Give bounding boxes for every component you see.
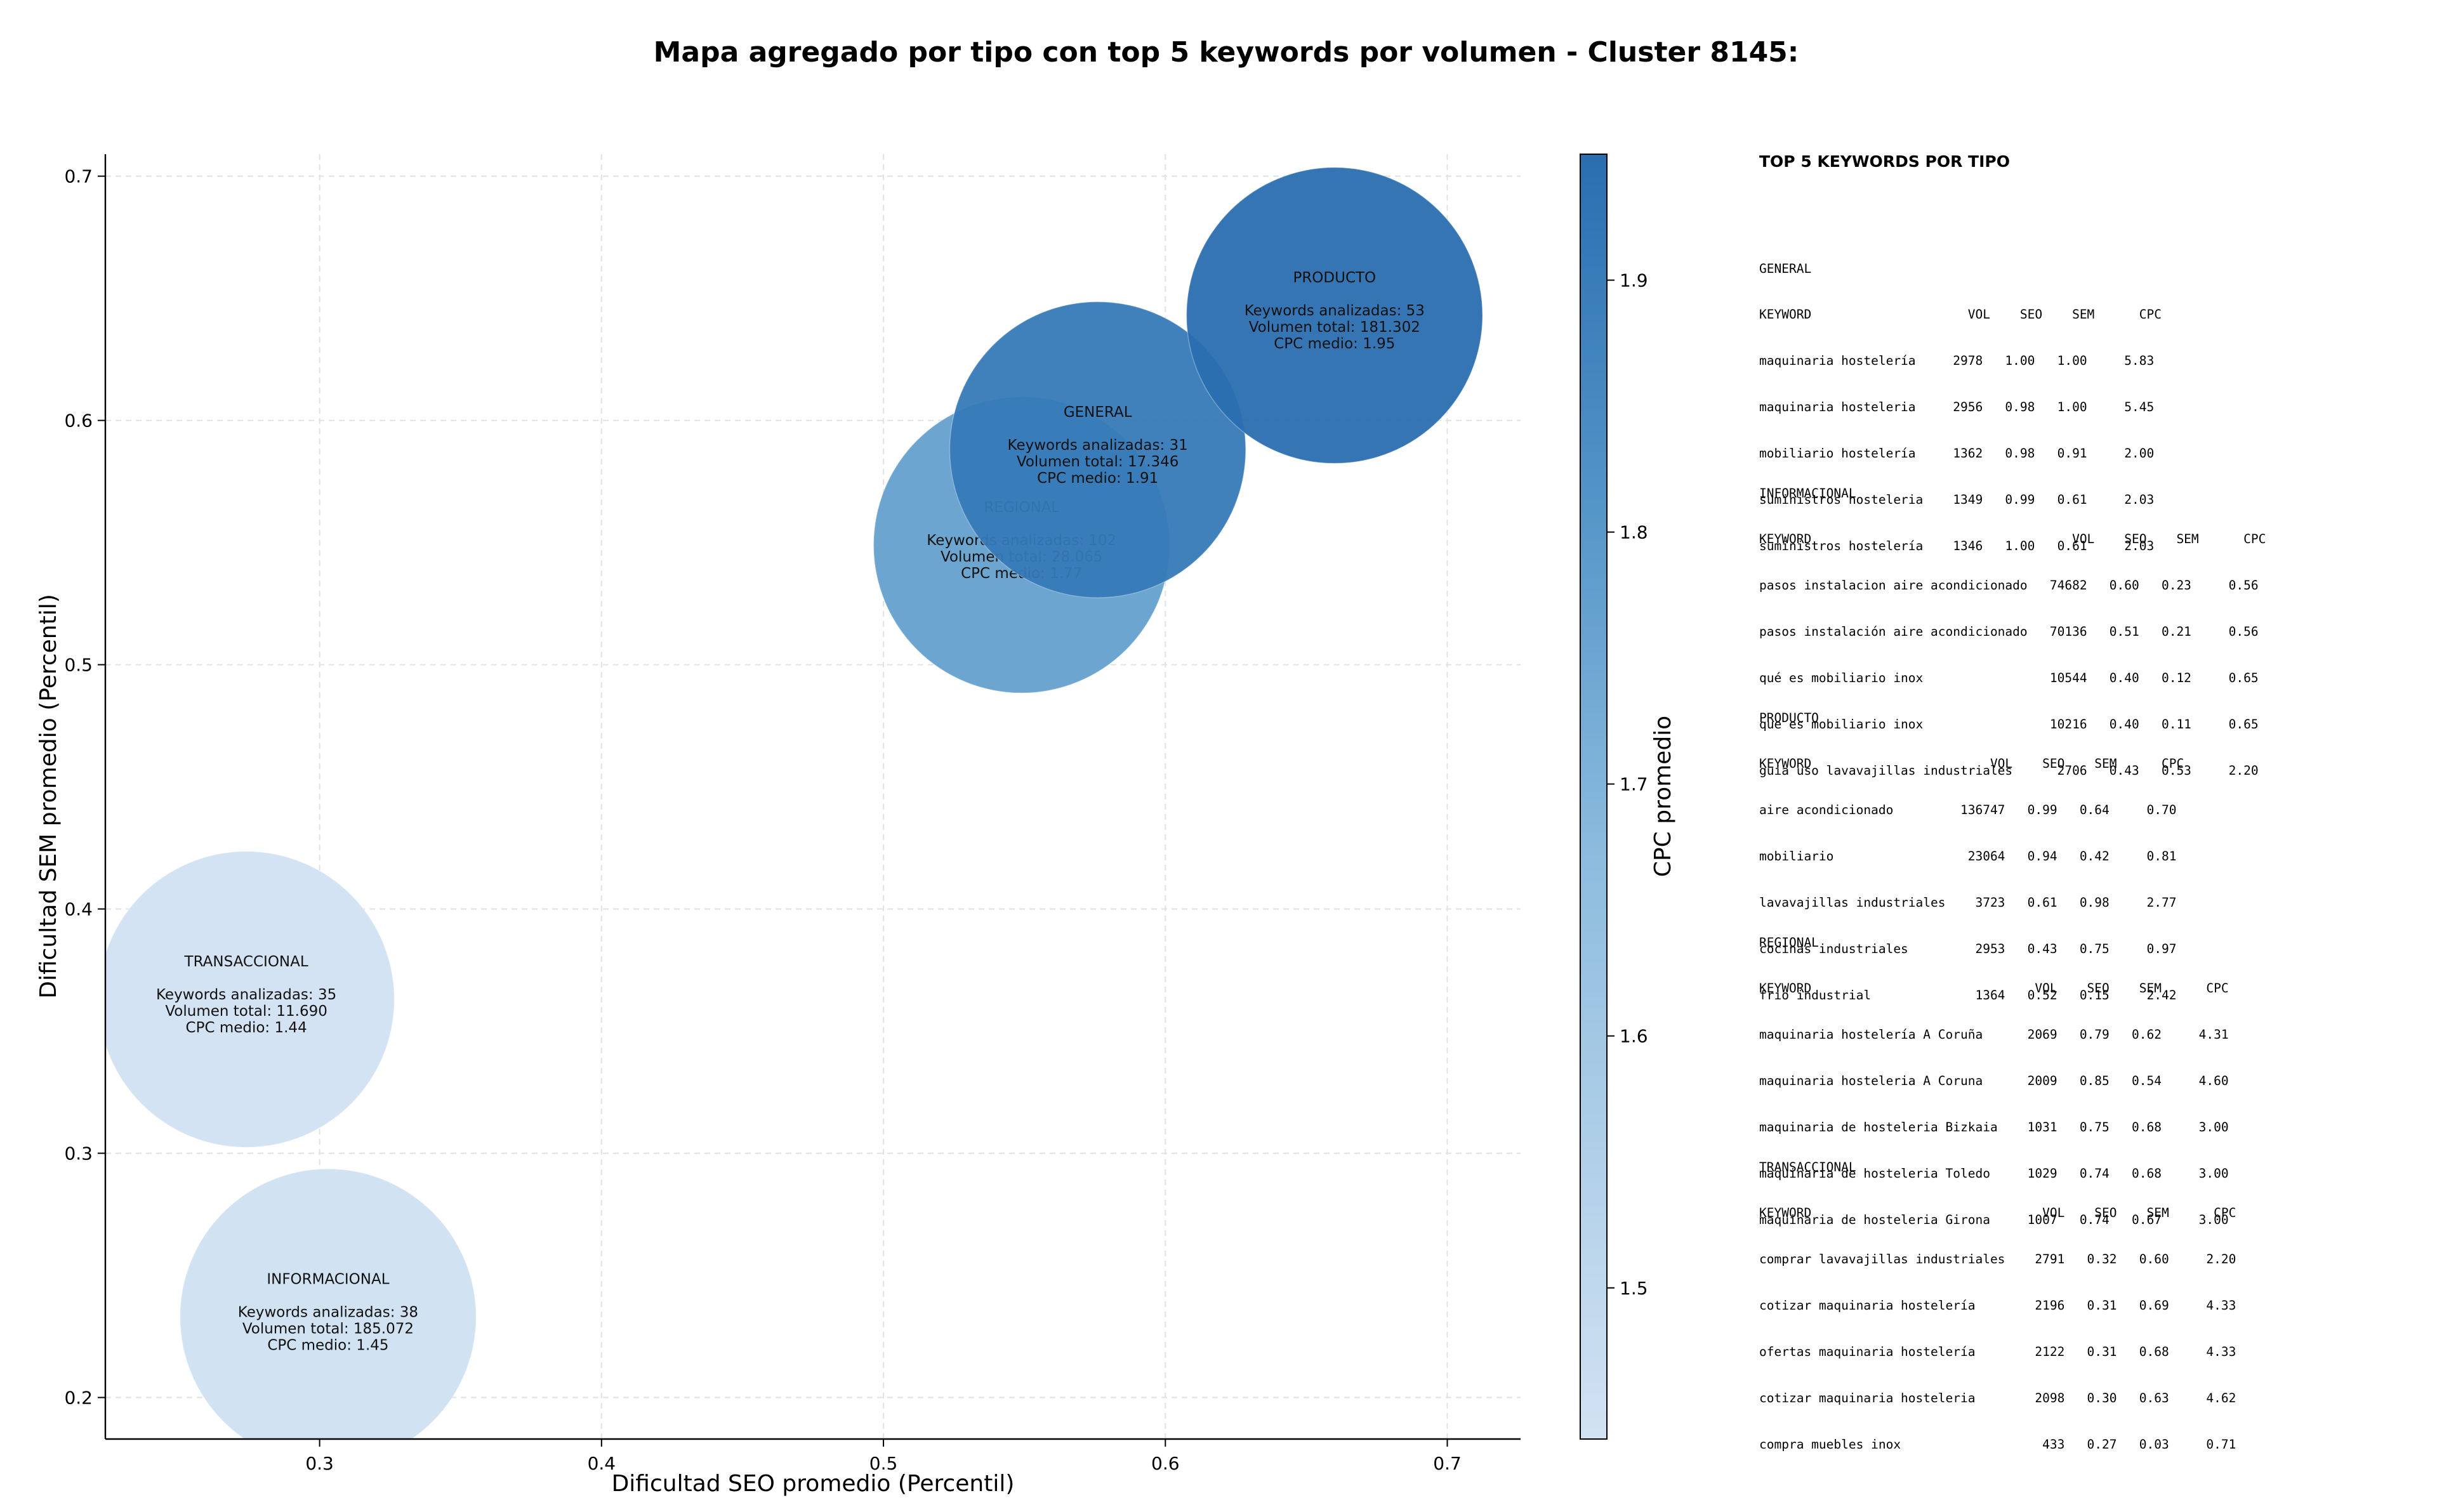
colorbar-tick-label: 1.9 <box>1620 270 1648 291</box>
bubble-label: Volumen total: 181.302 <box>1249 319 1420 336</box>
keyword-row: maquinaria hostelería 2978 1.00 1.00 5.8… <box>1759 353 2155 369</box>
bubble-label: Volumen total: 185.072 <box>242 1321 414 1338</box>
keyword-table-informacional: INFORMACIONAL KEYWORD VOL SEO SEM CPC pa… <box>1759 455 2266 810</box>
bubble-label: CPC medio: 1.95 <box>1274 336 1395 352</box>
keyword-row: cocinas industriales 2953 0.43 0.75 0.97 <box>1759 942 2177 957</box>
panel-title: TOP 5 KEYWORDS POR TIPO <box>1759 152 2010 171</box>
bubble-label: Keywords analizadas: 53 <box>1245 303 1425 319</box>
keyword-table-regional: REGIONAL KEYWORD VOL SEO SEM CPC maquina… <box>1759 904 2229 1259</box>
y-tick-label: 0.3 <box>64 1143 93 1164</box>
ticks: 0.3 0.4 0.5 0.6 0.7 0.2 0.3 0.4 0.5 0.6 0.7 <box>64 166 1461 1474</box>
keyword-row: pasos instalacion aire acondicionado 746… <box>1759 578 2259 593</box>
y-tick-label: 0.2 <box>64 1388 93 1409</box>
keyword-row: GENERAL <box>1759 261 1812 276</box>
keyword-row: aire acondicionado 136747 0.99 0.64 0.70 <box>1759 803 2177 818</box>
bubble-label: Volumen total: 11.690 <box>165 1003 327 1020</box>
keyword-row: mobiliario 23064 0.94 0.42 0.81 <box>1759 849 2177 864</box>
bubble-label: Keywords analizadas: 38 <box>238 1305 418 1321</box>
bubble-label: CPC medio: 1.45 <box>267 1338 388 1354</box>
keyword-row: pasos instalación aire acondicionado 701… <box>1759 624 2259 640</box>
colorbar-tick-label: 1.7 <box>1620 774 1648 795</box>
keyword-row: qué es mobiliario inox 10544 0.40 0.12 0… <box>1759 671 2259 686</box>
keyword-row: maquinaria hosteleria A Coruna 2009 0.85… <box>1759 1074 2229 1089</box>
bubble-general <box>949 301 1246 598</box>
keyword-row: REGIONAL <box>1759 935 1819 950</box>
bubble-label: CPC medio: 1.44 <box>186 1020 307 1036</box>
bubble-label: INFORMACIONAL <box>267 1272 389 1288</box>
keyword-row: comprar lavavajillas industriales 2791 0… <box>1759 1252 2236 1267</box>
keyword-row: KEYWORD VOL SEO SEM CPC <box>1759 981 2229 996</box>
keyword-row: KEYWORD VOL SEO SEM CPC <box>1759 532 2266 547</box>
y-tick-label: 0.6 <box>64 411 93 431</box>
keyword-row: KEYWORD VOL SEO SEM CPC <box>1759 756 2184 772</box>
keyword-row: PRODUCTO <box>1759 710 1819 725</box>
y-tick-label: 0.4 <box>64 899 93 920</box>
bubble-label: TRANSACCIONAL <box>184 954 308 970</box>
x-tick-label: 0.7 <box>1433 1453 1462 1474</box>
keyword-row: frio industrial 1364 0.52 0.15 2.42 <box>1759 987 2177 1003</box>
bubble-label: Keywords analizadas: 31 <box>1008 437 1188 454</box>
keyword-row: TRANSACCIONAL <box>1759 1159 1856 1174</box>
keyword-row: KEYWORD VOL SEO SEM CPC <box>1759 307 2162 322</box>
bubble-label: GENERAL <box>1064 404 1132 421</box>
top-keywords-panel: TOP 5 KEYWORDS POR TIPO GENERAL KEYWORD … <box>1759 0 2432 1512</box>
colorbar-tick-label: 1.5 <box>1620 1278 1648 1299</box>
x-tick-label: 0.4 <box>588 1453 616 1474</box>
keyword-table-producto: PRODUCTO KEYWORD VOL SEO SEM CPC aire ac… <box>1759 680 2184 1034</box>
keyword-row: KEYWORD VOL SEO SEM CPC <box>1759 1206 2236 1221</box>
y-tick-label: 0.7 <box>64 166 93 187</box>
colorbar-tick-label: 1.8 <box>1620 522 1648 543</box>
keyword-row: INFORMACIONAL <box>1759 485 1856 501</box>
bubble-label: PRODUCTO <box>1293 270 1376 286</box>
bubble-transaccional <box>105 851 395 1148</box>
bubble-label: CPC medio: 1.91 <box>1037 470 1158 487</box>
keyword-row: cotizar maquinaria hostelería 2196 0.31 … <box>1759 1298 2236 1313</box>
keyword-row: maquinaria de hosteleria Girona 1007 0.7… <box>1759 1212 2229 1227</box>
keyword-row: ofertas maquinaria hostelería 2122 0.31 … <box>1759 1344 2236 1360</box>
y-tick-label: 0.5 <box>64 655 93 676</box>
keyword-row: que es mobiliario inox 10216 0.40 0.11 0… <box>1759 717 2259 732</box>
x-axis-label: Dificultad SEO promedio (Percentil) <box>612 1471 1015 1497</box>
keyword-row: compra muebles inox 433 0.27 0.03 0.71 <box>1759 1436 2236 1452</box>
colorbar: 1.5 1.6 1.7 1.8 1.9 CPC promedio <box>1580 154 1676 1440</box>
colorbar-gradient <box>1580 154 1608 1440</box>
bubble-producto <box>1185 167 1483 464</box>
x-tick-label: 0.3 <box>305 1453 334 1474</box>
bubble-label: Keywords analizadas: 35 <box>156 987 336 1003</box>
chart-title: Mapa agregado por tipo con top 5 keyword… <box>654 36 1799 69</box>
keyword-table-general: GENERAL KEYWORD VOL SEO SEM CPC maquinar… <box>1759 230 2162 585</box>
keyword-table-transaccional: TRANSACCIONAL KEYWORD VOL SEO SEM CPC co… <box>1759 1129 2236 1483</box>
keyword-row: maquinaria de hosteleria Toledo 1029 0.7… <box>1759 1166 2229 1181</box>
keyword-row: suministros hostelería 1346 1.00 0.61 2.… <box>1759 538 2155 553</box>
keyword-row: cotizar maquinaria hosteleria 2098 0.30 … <box>1759 1391 2236 1406</box>
bubble-label: Volumen total: 17.346 <box>1017 454 1179 470</box>
keyword-row: suministros hosteleria 1349 0.99 0.61 2.… <box>1759 492 2155 508</box>
x-tick-label: 0.6 <box>1151 1453 1180 1474</box>
colorbar-tick-label: 1.6 <box>1620 1026 1648 1047</box>
keyword-row: maquinaria de hosteleria Bizkaia 1031 0.… <box>1759 1120 2229 1135</box>
keyword-row: maquinaria hosteleria 2956 0.98 1.00 5.4… <box>1759 400 2155 415</box>
y-axis-label: Dificultad SEM promedio (Percentil) <box>36 594 62 999</box>
keyword-row: maquinaria hostelería A Coruña 2069 0.79… <box>1759 1027 2229 1042</box>
x-tick-label: 0.5 <box>869 1453 898 1474</box>
axes <box>104 154 1521 1440</box>
bubble-informacional <box>180 1168 477 1439</box>
keyword-row: guia uso lavavajillas industriales 2706 … <box>1759 763 2259 778</box>
keyword-row: lavavajillas industriales 3723 0.61 0.98… <box>1759 895 2177 910</box>
colorbar-label: CPC promedio <box>1650 716 1676 877</box>
keyword-row: mobiliario hostelería 1362 0.98 0.91 2.0… <box>1759 446 2155 461</box>
